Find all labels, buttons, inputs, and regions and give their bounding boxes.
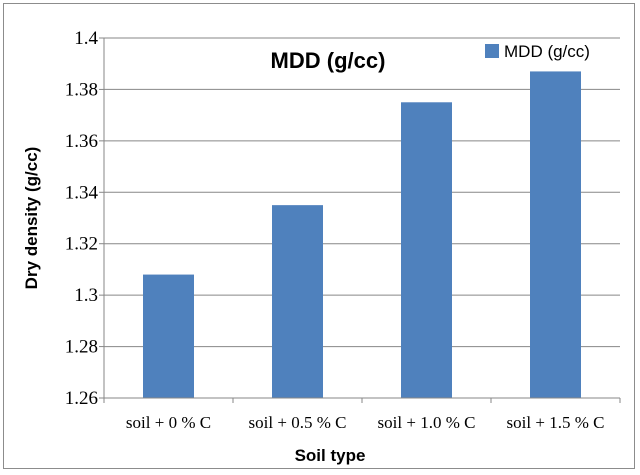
x-tick-label: soil + 1.0 % C [378,413,476,432]
y-tick-label: 1.26 [65,388,98,409]
x-axis-title: Soil type [295,446,366,465]
legend: MDD (g/cc) [485,42,590,61]
y-tick-label: 1.3 [74,285,98,306]
y-tick-label: 1.34 [65,182,99,203]
x-tick-labels: soil + 0 % C soil + 0.5 % C soil + 1.0 % C… [126,413,605,432]
x-tick-label: soil + 1.5 % C [507,413,605,432]
legend-swatch [485,44,499,58]
axes [103,38,620,399]
bar [143,274,194,398]
y-tick-labels: 1.26 1.28 1.3 1.32 1.34 1.36 1.38 1.4 [65,28,99,409]
y-tick-label: 1.36 [65,131,98,152]
x-tick-label: soil + 0.5 % C [249,413,347,432]
bars [143,71,581,399]
x-tick-label: soil + 0 % C [126,413,211,432]
bar [272,205,323,398]
bar [401,102,452,399]
y-axis-title: Dry density (g/cc) [22,147,41,290]
legend-label: MDD (g/cc) [504,42,590,61]
y-tick-label: 1.4 [74,28,98,49]
chart-title: MDD (g/cc) [271,48,386,73]
y-tick-label: 1.32 [65,234,98,255]
y-tick-label: 1.38 [65,79,98,100]
bar [530,71,581,398]
y-tick-label: 1.28 [65,337,98,358]
